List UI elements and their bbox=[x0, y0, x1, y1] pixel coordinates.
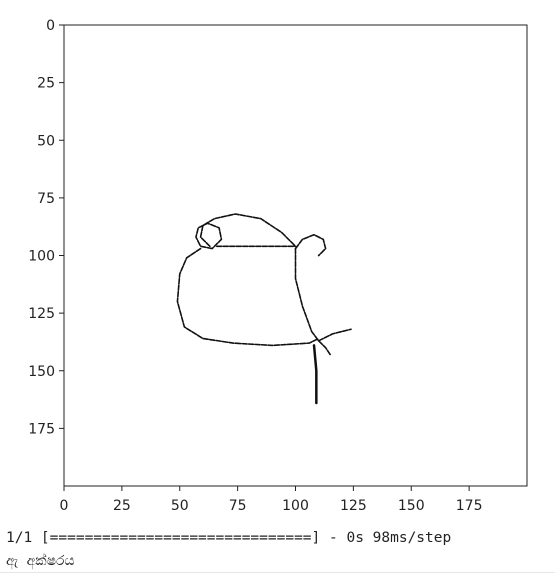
output-divider bbox=[0, 572, 555, 573]
x-tick-label: 25 bbox=[113, 498, 131, 514]
y-tick-label: 0 bbox=[46, 18, 55, 34]
y-axis-ticks: 0 25 50 75 100 125 150 175 bbox=[28, 18, 64, 437]
x-tick-label: 150 bbox=[398, 498, 425, 514]
prediction-progress-output: 1/1 [==============================] - 0… bbox=[6, 530, 452, 546]
stroke-body-bowl bbox=[176, 247, 320, 347]
y-tick-label: 100 bbox=[28, 249, 55, 265]
stroke-tail-down bbox=[312, 344, 318, 405]
x-tick-label: 75 bbox=[229, 498, 247, 514]
x-tick-label: 100 bbox=[282, 498, 309, 514]
digit-image-plot: 0 25 50 75 100 125 150 175 0 25 50 75 100 125 150 175 bbox=[28, 18, 528, 514]
prediction-result-output: ඇ අක්ෂරය bbox=[6, 553, 75, 569]
x-tick-label: 0 bbox=[60, 498, 69, 514]
stroke-left-loop bbox=[195, 222, 223, 250]
handwritten-strokes bbox=[176, 213, 352, 405]
stroke-right-loop bbox=[294, 233, 327, 257]
y-tick-label: 150 bbox=[28, 364, 55, 380]
y-tick-label: 50 bbox=[37, 133, 55, 149]
stroke-tail-upper bbox=[317, 328, 352, 342]
x-tick-label: 50 bbox=[171, 498, 189, 514]
stroke-top-arc bbox=[199, 213, 297, 248]
x-tick-label: 125 bbox=[340, 498, 367, 514]
x-axis-ticks: 0 25 50 75 100 125 150 175 bbox=[60, 486, 483, 514]
stroke-stem bbox=[294, 247, 320, 342]
y-tick-label: 125 bbox=[28, 306, 55, 322]
y-tick-label: 25 bbox=[37, 76, 55, 92]
stroke-tail-fork bbox=[317, 339, 332, 356]
y-tick-label: 75 bbox=[37, 191, 55, 207]
x-tick-label: 175 bbox=[456, 498, 483, 514]
y-tick-label: 175 bbox=[28, 421, 55, 437]
